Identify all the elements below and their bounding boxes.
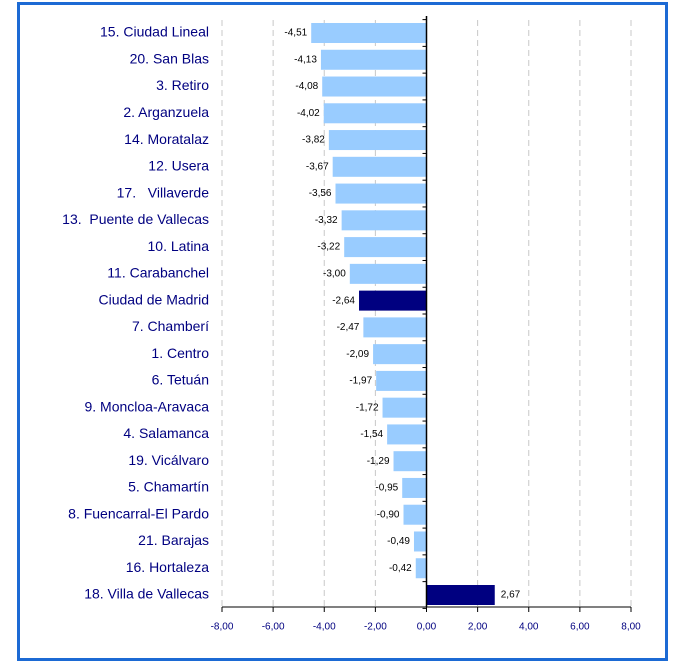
bar: [413, 531, 427, 552]
x-tick-label: -6,00: [262, 622, 285, 633]
value-label: -1,54: [360, 429, 383, 440]
value-label: -3,67: [306, 161, 329, 172]
value-label: -3,22: [317, 242, 340, 253]
category-label: 1. Centro: [151, 345, 209, 361]
value-label: -3,32: [315, 215, 338, 226]
value-label: -4,02: [297, 108, 320, 119]
category-label: 3. Retiro: [156, 77, 209, 93]
x-tick-label: -4,00: [313, 622, 336, 633]
category-label: 12. Usera: [148, 158, 209, 174]
category-label: 17. Villaverde: [117, 184, 210, 200]
value-label: -1,29: [367, 456, 390, 467]
category-label: 10. Latina: [148, 238, 210, 254]
bar: [403, 504, 427, 525]
bar: [335, 183, 427, 204]
value-label: -4,51: [284, 28, 307, 39]
category-label: 15. Ciudad Lineal: [100, 24, 209, 40]
x-tick-label: 8,00: [621, 622, 641, 633]
category-label: 7. Chamberí: [132, 318, 209, 334]
bar: [387, 424, 427, 445]
x-tick-label: -2,00: [364, 622, 387, 633]
value-label: -2,47: [337, 322, 360, 333]
bar: [402, 477, 427, 498]
value-label: -3,82: [302, 135, 325, 146]
category-label: 11. Carabanchel: [107, 265, 209, 281]
bar: [344, 237, 427, 258]
value-label: -4,13: [294, 54, 317, 65]
bar: [376, 370, 427, 391]
value-label: -1,72: [356, 402, 379, 413]
value-label: -0,49: [387, 536, 410, 547]
category-label: 21. Barajas: [138, 532, 209, 548]
bar: [382, 397, 427, 418]
bar: [323, 103, 427, 124]
bar: [415, 558, 427, 579]
category-label: Ciudad de Madrid: [98, 291, 209, 307]
category-label: 14. Moratalaz: [124, 131, 209, 147]
bar: [341, 210, 427, 231]
category-label: 20. San Blas: [130, 50, 209, 66]
bar: [373, 344, 427, 365]
bar: [363, 317, 427, 338]
value-label: -2,09: [346, 349, 369, 360]
category-label: 4. Salamanca: [123, 425, 209, 441]
bar: [322, 76, 427, 97]
bar: [349, 263, 427, 284]
bar: [320, 49, 427, 70]
x-tick-label: -8,00: [211, 622, 234, 633]
value-label: -3,00: [323, 268, 346, 279]
category-label: 13. Puente de Vallecas: [62, 211, 209, 227]
bar: [426, 585, 495, 605]
category-label: 18. Villa de Vallecas: [84, 586, 209, 602]
value-label: -1,97: [349, 376, 372, 387]
value-label: -2,64: [332, 295, 355, 306]
value-label: -0,90: [377, 509, 400, 520]
bar: [328, 130, 427, 151]
category-label: 16. Hortaleza: [126, 559, 209, 575]
x-tick-label: 6,00: [570, 622, 590, 633]
category-label: 5. Chamartín: [128, 479, 209, 495]
value-label: -0,42: [389, 563, 412, 574]
x-tick-label: 4,00: [519, 622, 539, 633]
x-tick-label: 2,00: [468, 622, 488, 633]
bar: [393, 451, 427, 472]
value-label: -4,08: [295, 81, 318, 92]
category-label: 9. Moncloa-Aravaca: [84, 398, 209, 414]
x-tick-label: 0,00: [417, 622, 437, 633]
category-label: 19. Vicálvaro: [128, 452, 209, 468]
value-label: -3,56: [309, 188, 332, 199]
value-label: 2,67: [501, 590, 521, 601]
bar: [311, 23, 427, 43]
bar: [332, 156, 427, 177]
bar: [359, 290, 427, 311]
value-label: -0,95: [375, 483, 398, 494]
category-label: 8. Fuencarral-El Pardo: [68, 505, 209, 521]
category-label: 2. Arganzuela: [123, 104, 209, 120]
category-label: 6. Tetuán: [152, 372, 209, 388]
